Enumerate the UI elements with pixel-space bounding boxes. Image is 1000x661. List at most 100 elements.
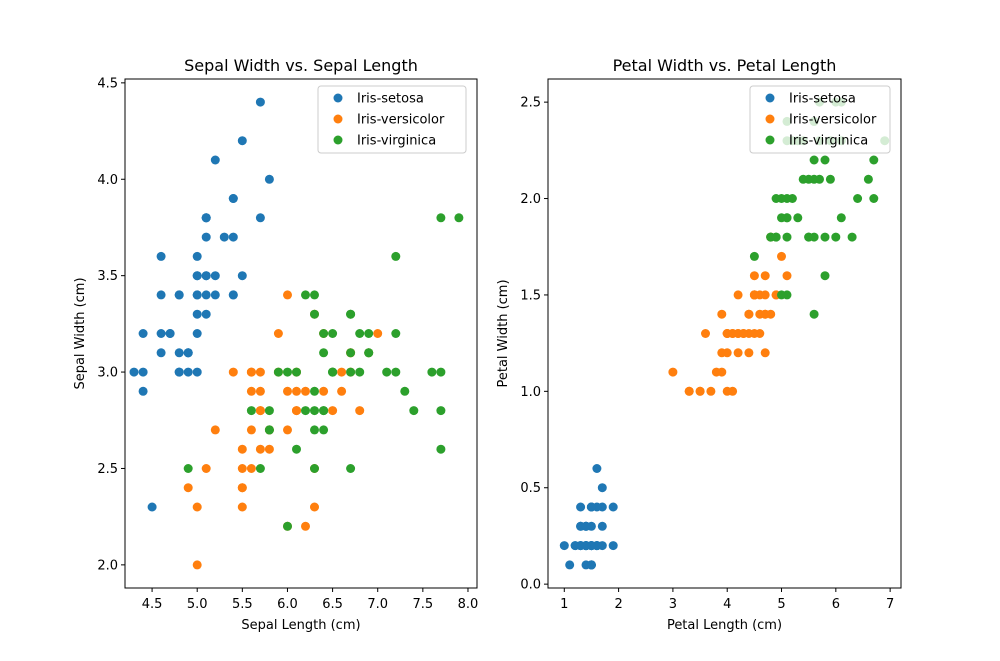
chart-panel-2: 1 2 3 4 5 6 7 0.0 0.5 1.0 1.5 2.0 2.5 Petal Width vs.… [496,56,902,633]
data-point [201,309,211,319]
data-point [237,483,247,493]
data-point [165,329,175,338]
data-point [192,309,202,319]
data-point [744,348,754,358]
data-point [192,502,202,512]
data-point [717,309,727,319]
data-point [373,329,383,338]
data-point [760,271,770,281]
data-point [766,309,776,319]
data-point [355,329,365,338]
y-tick-label: 2.5 [97,462,118,477]
data-point [246,425,256,435]
legend-marker [333,135,343,145]
data-point [701,329,710,338]
data-point [228,367,238,377]
x-tick-label: 4.5 [142,597,163,612]
data-point [255,213,265,223]
data-point [310,464,319,473]
x-tick-label: 6.5 [322,597,343,612]
data-point [364,348,374,358]
chart-title: Sepal Width vs. Sepal Length [184,56,418,75]
x-tick-label: 5 [777,597,785,612]
data-point [273,329,283,338]
data-point [749,271,759,281]
y-axis-label: Petal Width (cm) [496,279,511,387]
legend-label: Iris-virginica [357,134,436,149]
data-point [237,464,247,473]
legend-label: Iris-versicolor [789,113,877,128]
data-point [255,97,265,107]
data-point [237,444,247,454]
data-point [129,367,139,377]
data-point [283,521,292,531]
data-point [436,367,446,377]
x-tick-label: 1 [560,597,568,612]
data-point [346,309,356,319]
legend-marker [333,114,343,124]
y-tick-label: 4.0 [97,173,118,188]
data-point [733,348,743,358]
data-point [319,348,329,358]
data-point [156,348,166,358]
data-point [755,329,765,338]
x-axis-label: Sepal Length (cm) [241,618,360,633]
data-point [255,444,265,454]
legend-label: Iris-virginica [789,134,868,149]
data-point [782,271,792,281]
data-point [760,290,770,300]
x-tick-label: 6 [832,597,840,612]
data-point [782,232,792,242]
data-point [346,464,356,473]
data-point [174,348,184,358]
data-point [219,232,229,242]
data-point [391,251,401,261]
data-point [283,367,292,377]
data-point [210,290,220,300]
data-point [192,329,202,338]
y-tick-label: 3.0 [97,366,118,381]
data-point [328,329,338,338]
legend-marker [333,93,343,103]
data-point [586,502,596,512]
data-point [292,386,301,396]
data-point [831,232,841,242]
data-point [804,232,814,242]
data-point [744,309,754,319]
y-tick-label: 1.0 [520,385,541,400]
data-point [283,425,292,435]
x-tick-label: 5.0 [187,597,208,612]
legend-label: Iris-setosa [789,92,856,107]
data-point [576,502,586,512]
data-point [319,386,329,396]
data-point [138,386,148,396]
data-point [264,444,274,454]
data-point [809,155,819,165]
x-tick-label: 7.0 [367,597,388,612]
data-point [836,213,846,223]
x-tick-label: 8.0 [458,597,479,612]
data-point [608,541,618,551]
data-point [798,174,808,184]
data-point [292,406,301,416]
x-tick-label: 6.0 [277,597,298,612]
legend-label: Iris-versicolor [357,113,445,128]
data-point [237,271,247,281]
y-tick-label: 4.5 [97,76,118,91]
y-tick-label: 2.0 [520,192,541,207]
data-point [706,386,716,396]
series-iris-setosa [129,97,274,512]
plot-frame [124,78,478,589]
data-point [409,406,419,416]
data-point [192,367,202,377]
data-point [427,367,437,377]
data-point [711,367,721,377]
x-tick-label: 4 [723,597,731,612]
chart-panel-1: 4.5 5.0 5.5 6.0 6.5 7.0 7.5 8.0 2.0 2.5 3.0 3.5 4.0 4… [73,56,478,633]
legend-marker [765,93,775,103]
data-point [310,425,319,435]
data-point [264,425,274,435]
data-point [228,232,238,242]
y-tick-label: 1.5 [520,288,541,303]
data-point [728,386,738,396]
